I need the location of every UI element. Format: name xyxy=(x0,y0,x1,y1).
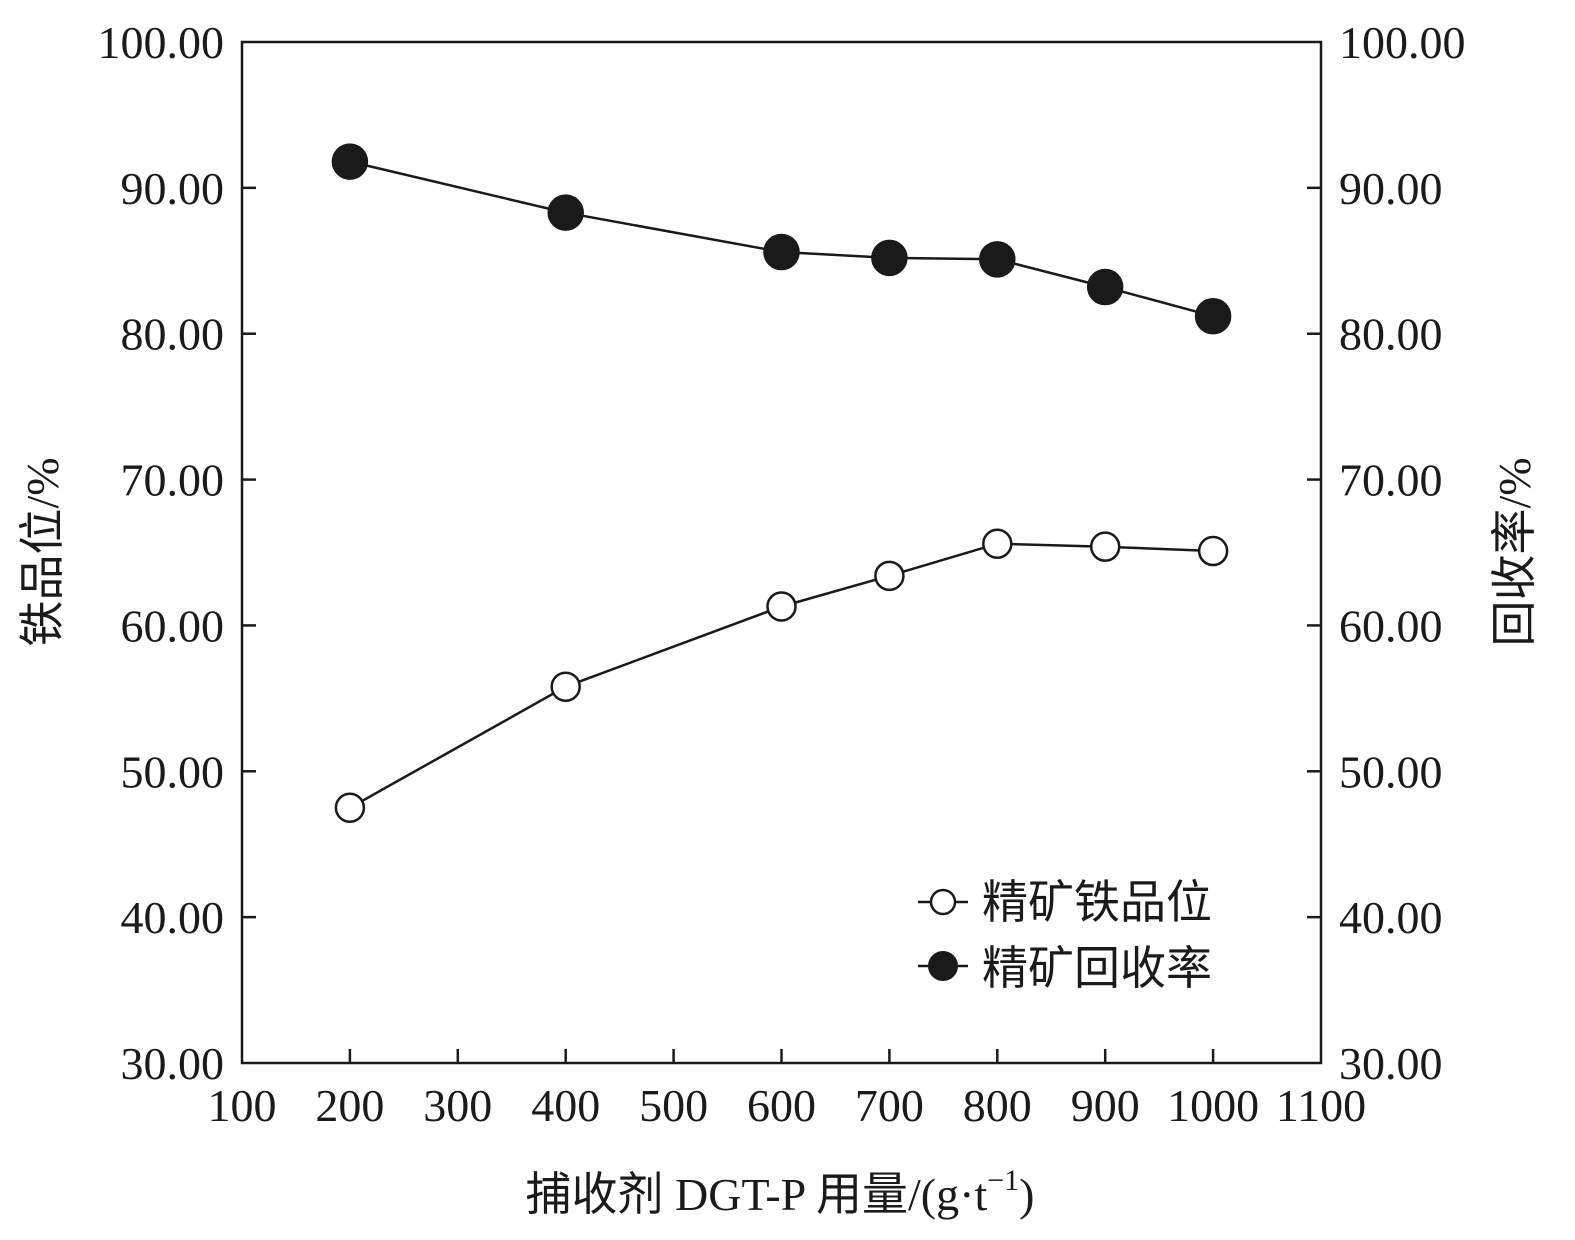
x-tick-label: 300 xyxy=(423,1080,492,1131)
grade-series-point xyxy=(334,792,366,823)
grade-series-point xyxy=(766,591,797,622)
grade-series xyxy=(334,528,1229,823)
left-y-tick-label: 60.00 xyxy=(121,600,225,651)
grade-series-point xyxy=(1089,531,1121,562)
x-tick-label: 500 xyxy=(639,1080,708,1131)
right-y-tick-label: 90.00 xyxy=(1339,163,1443,214)
x-tick-label: 700 xyxy=(855,1080,924,1131)
recovery-series-point xyxy=(547,194,584,231)
grade-series-point xyxy=(1197,535,1229,567)
grade-series-point xyxy=(874,560,905,592)
x-tick-label: 1100 xyxy=(1276,1080,1366,1131)
left-y-axis-title: 铁品位/% xyxy=(17,457,68,646)
legend-item-grade: 精矿铁品位 xyxy=(918,877,1212,928)
x-tick-label: 600 xyxy=(747,1080,816,1131)
left-y-tick-label: 50.00 xyxy=(121,746,225,797)
right-y-axis-title: 回收率/% xyxy=(1489,457,1540,646)
recovery-series-point xyxy=(871,239,908,277)
right-y-axis-ticks: 30.00 40.00 50.00 60.00 70.00 80.00 90.00 100.0… xyxy=(1307,17,1466,1089)
right-y-tick-label: 40.00 xyxy=(1339,892,1443,943)
legend: 精矿铁品位 精矿回收率 xyxy=(918,877,1212,994)
legend-marker-recovery xyxy=(928,951,958,981)
left-y-tick-label: 40.00 xyxy=(121,892,225,943)
right-y-tick-label: 80.00 xyxy=(1339,309,1443,360)
right-y-tick-label: 50.00 xyxy=(1339,746,1443,797)
grade-series-point xyxy=(550,671,581,702)
recovery-series-point xyxy=(331,143,369,180)
x-tick-label: 900 xyxy=(1071,1080,1140,1131)
x-tick-label: 400 xyxy=(531,1080,600,1131)
right-y-tick-label: 100.00 xyxy=(1339,17,1466,68)
right-y-tick-label: 70.00 xyxy=(1339,455,1443,506)
x-tick-label: 100 xyxy=(208,1080,277,1131)
recovery-series-point xyxy=(763,233,800,271)
series-layer xyxy=(331,143,1232,823)
left-y-tick-label: 70.00 xyxy=(121,455,225,506)
legend-item-recovery: 精矿回收率 xyxy=(918,943,1212,994)
right-y-tick-label: 30.00 xyxy=(1339,1038,1443,1089)
legend-label-grade: 精矿铁品位 xyxy=(982,877,1212,928)
left-y-tick-label: 30.00 xyxy=(121,1038,225,1089)
right-y-tick-label: 60.00 xyxy=(1339,600,1443,651)
recovery-series-point xyxy=(1194,297,1232,335)
grade-series-point xyxy=(982,528,1013,559)
legend-label-recovery: 精矿回收率 xyxy=(982,943,1212,994)
left-y-tick-label: 80.00 xyxy=(121,309,225,360)
x-tick-label: 800 xyxy=(963,1080,1032,1131)
left-y-tick-label: 100.00 xyxy=(98,17,225,68)
recovery-series xyxy=(331,143,1232,335)
x-axis-ticks: 100 200 300 400 500 600 700 800 900 1000 1100 xyxy=(208,1049,1366,1131)
recovery-series-point xyxy=(979,241,1016,278)
legend-marker-grade xyxy=(929,888,957,916)
grade-series-line xyxy=(349,542,1214,809)
x-tick-label: 200 xyxy=(315,1080,384,1131)
recovery-series-point xyxy=(1086,268,1124,306)
x-axis-title: 捕收剂 DGT-P 用量/(g·t−1) xyxy=(526,1164,1035,1220)
left-y-tick-label: 90.00 xyxy=(121,163,225,214)
left-y-axis-ticks: 30.00 40.00 50.00 60.00 70.00 80.00 90.00 100.0… xyxy=(98,17,256,1089)
x-tick-label: 1000 xyxy=(1167,1080,1259,1131)
